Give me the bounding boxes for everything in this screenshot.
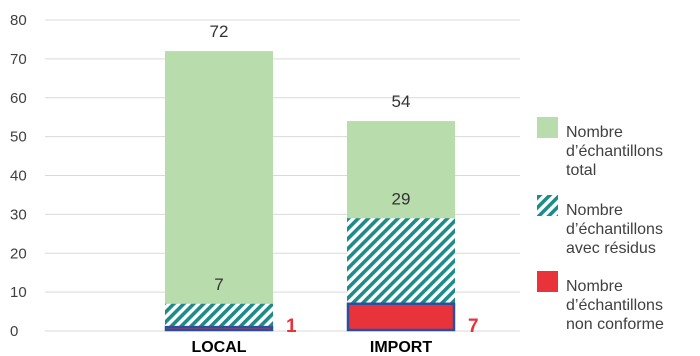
y-tick-label: 50 <box>10 129 27 146</box>
y-tick-label: 80 <box>10 12 27 29</box>
legend-label: Nombre <box>566 278 623 295</box>
x-tick-label: LOCAL <box>191 339 246 356</box>
legend-label: Nombre <box>566 124 623 141</box>
y-tick-label: 30 <box>10 206 27 223</box>
legend-label: total <box>566 162 596 179</box>
label-residus: 7 <box>214 275 223 294</box>
legend-swatch <box>537 117 558 138</box>
y-tick-label: 10 <box>10 284 27 301</box>
legend-label: Nombre <box>566 202 623 219</box>
bar-non-conforme-import <box>346 302 456 332</box>
y-tick-label: 40 <box>10 168 27 185</box>
legend-label: non conforme <box>566 316 664 333</box>
label-non-conforme: 7 <box>468 316 479 337</box>
x-tick-label: IMPORT <box>370 339 432 356</box>
legend: Nombre d’échantillons total Nombre d’échanti… <box>537 117 664 333</box>
legend-label: d’échantillons <box>566 221 663 238</box>
legend-label: avec résidus <box>566 240 656 257</box>
label-total: 72 <box>210 22 229 41</box>
legend-label: d’échantillons <box>566 143 663 160</box>
bar-total-local <box>165 51 273 331</box>
legend-swatch <box>537 271 558 292</box>
legend-label: d’échantillons <box>566 297 663 314</box>
bar-non-conforme-local <box>164 325 274 332</box>
y-tick-label: 60 <box>10 90 27 107</box>
y-tick-label: 70 <box>10 51 27 68</box>
y-tick-label: 20 <box>10 245 27 262</box>
bars <box>164 51 456 332</box>
label-residus: 29 <box>392 189 411 208</box>
label-total: 54 <box>392 92 411 111</box>
label-non-conforme: 1 <box>286 316 297 337</box>
y-tick-label: 0 <box>10 323 18 340</box>
gridlines <box>45 19 520 332</box>
legend-swatch <box>537 195 558 216</box>
data-labels: 72 7 1 LOCAL 54 29 7 IMPORT <box>191 22 478 356</box>
y-axis-tick-labels: 0 10 20 30 40 50 60 70 80 <box>10 12 27 340</box>
